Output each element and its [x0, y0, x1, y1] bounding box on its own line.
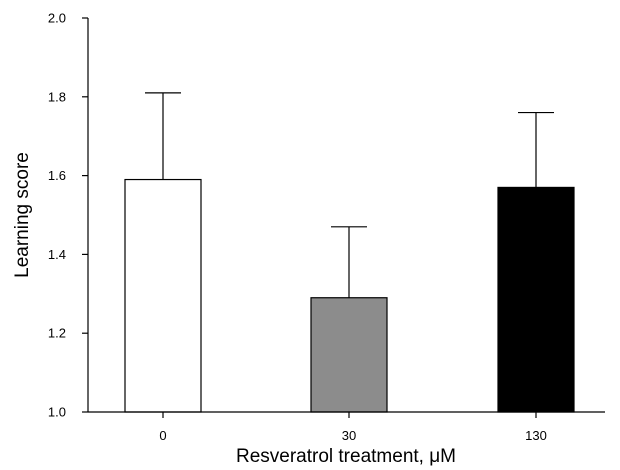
y-tick-label: 1.0 [48, 405, 66, 420]
y-tick-label: 1.8 [48, 89, 66, 104]
x-axis-title: Resveratrol treatment, μM [236, 446, 456, 467]
x-tick-label: 130 [525, 428, 547, 443]
y-ticks: 1.0 1.2 1.4 1.6 1.8 2.0 [48, 11, 88, 420]
y-tick-label: 1.4 [48, 247, 66, 262]
bar-130 [497, 186, 575, 413]
bar-0 [124, 178, 202, 413]
bar-30 [310, 297, 388, 413]
error-bars-layer [145, 92, 554, 298]
y-tick-label: 1.2 [48, 326, 66, 341]
x-tick-label: 0 [159, 428, 166, 443]
y-axis-title: Learning score [12, 152, 33, 278]
y-tick-label: 1.6 [48, 168, 66, 183]
y-tick-label: 2.0 [48, 11, 66, 26]
x-tick-label: 30 [342, 428, 356, 443]
x-ticks: 0 30 130 [159, 412, 547, 443]
